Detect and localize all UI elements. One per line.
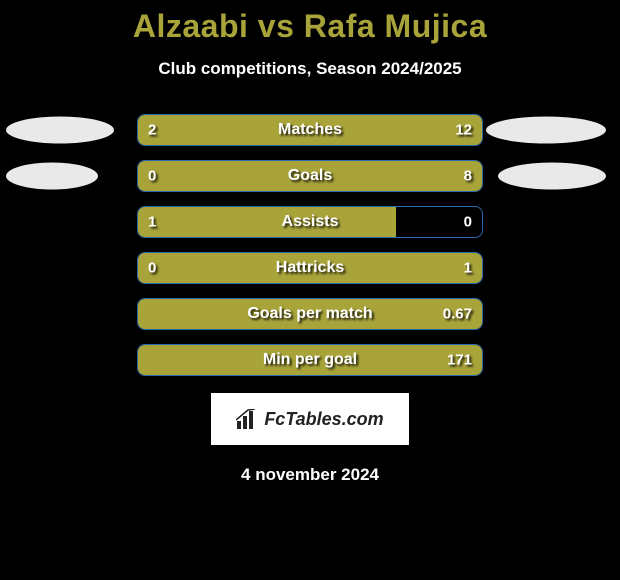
stat-bar: 0 8 Goals: [137, 160, 483, 192]
stat-value-right: 8: [464, 168, 472, 185]
subtitle: Club competitions, Season 2024/2025: [0, 59, 620, 79]
stat-bar: 2 12 Matches: [137, 114, 483, 146]
stat-value-left: 0: [148, 260, 156, 277]
stat-value-right: 12: [455, 122, 472, 139]
page-title: Alzaabi vs Rafa Mujica: [0, 8, 620, 45]
stat-value-left: 0: [148, 168, 156, 185]
stat-value-right: 1: [464, 260, 472, 277]
stat-row: 0 8 Goals: [0, 153, 620, 199]
stat-bar: 0 1 Hattricks: [137, 252, 483, 284]
stat-label: Goals per match: [247, 305, 372, 323]
player-right-oval: [498, 163, 606, 190]
bar-fill-left: [138, 115, 190, 145]
bar-chart-icon: [236, 409, 258, 429]
player-right-oval: [486, 117, 606, 144]
chart-area: 2 12 Matches 0 8 Goals 1 0 Assists 0 1 Hattricks 0.6…: [0, 107, 620, 383]
stat-value-left: 1: [148, 214, 156, 231]
stat-value-right: 0: [464, 214, 472, 231]
logo-text: FcTables.com: [264, 409, 383, 430]
stat-label: Assists: [282, 213, 339, 231]
stat-row: 2 12 Matches: [0, 107, 620, 153]
bar-fill-left: [138, 207, 396, 237]
stat-value-left: 2: [148, 122, 156, 139]
stat-bar: 171 Min per goal: [137, 344, 483, 376]
stat-label: Min per goal: [263, 351, 357, 369]
date: 4 november 2024: [0, 465, 620, 485]
stat-label: Matches: [278, 121, 342, 139]
stat-value-right: 171: [447, 352, 472, 369]
stat-row: 171 Min per goal: [0, 337, 620, 383]
stat-bar: 0.67 Goals per match: [137, 298, 483, 330]
player-left-oval: [6, 163, 98, 190]
stat-bar: 1 0 Assists: [137, 206, 483, 238]
stat-row: 0 1 Hattricks: [0, 245, 620, 291]
logo-plate: FcTables.com: [211, 393, 409, 445]
stat-label: Goals: [288, 167, 332, 185]
player-left-oval: [6, 117, 114, 144]
stat-row: 0.67 Goals per match: [0, 291, 620, 337]
comparison-infographic: Alzaabi vs Rafa Mujica Club competitions…: [0, 0, 620, 485]
stat-value-right: 0.67: [443, 306, 472, 323]
stat-row: 1 0 Assists: [0, 199, 620, 245]
stat-label: Hattricks: [276, 259, 344, 277]
